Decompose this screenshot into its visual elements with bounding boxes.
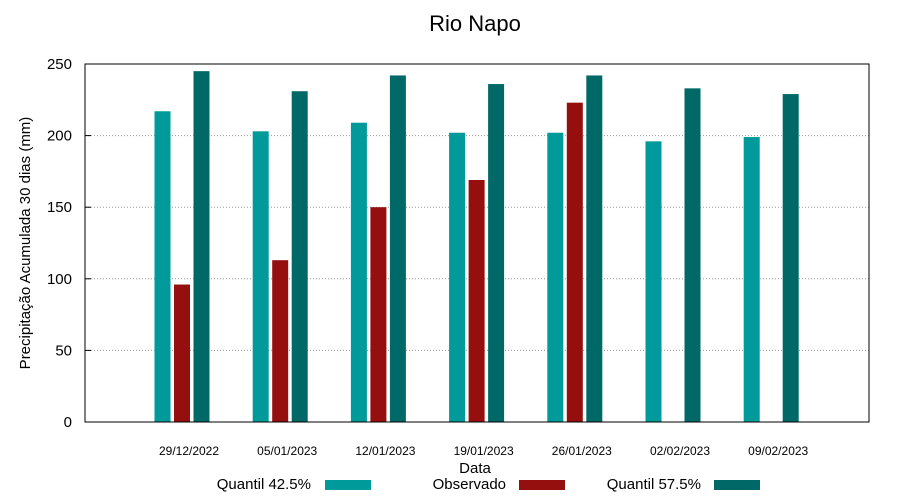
bar-quantil-42-5-4 <box>547 132 564 422</box>
bar-quantil-57-5-6 <box>782 94 799 423</box>
x-tick-label: 29/12/2022 <box>159 444 219 458</box>
legend-label-observado: Observado <box>433 476 506 493</box>
x-tick-label: 12/01/2023 <box>355 444 415 458</box>
legend-label-quantil-57-5: Quantil 57.5% <box>607 476 701 493</box>
bar-observado-0 <box>174 284 190 422</box>
x-tick-label: 09/02/2023 <box>748 444 808 458</box>
bar-observado-3 <box>468 179 485 422</box>
x-axis-label: Data <box>459 460 491 477</box>
legend-swatch-quantil-57-5 <box>714 480 760 490</box>
bars <box>154 71 799 423</box>
bar-observado-2 <box>370 207 387 422</box>
y-tick-labels: 0 50 100 150 200 250 <box>47 56 91 431</box>
bar-observado-1 <box>272 260 289 422</box>
bar-quantil-57-5-1 <box>291 91 308 422</box>
y-tick-label: 0 <box>64 414 72 431</box>
bar-quantil-57-5-2 <box>389 75 406 423</box>
y-tick-label: 200 <box>47 128 72 145</box>
y-axis-label: Precipitação Acumulada 30 dias (mm) <box>17 117 34 370</box>
legend-label-quantil-42-5: Quantil 42.5% <box>217 476 311 493</box>
bar-quantil-57-5-5 <box>684 88 701 423</box>
x-tick-label: 19/01/2023 <box>454 444 514 458</box>
x-tick-labels: 29/12/2022 05/01/2023 12/01/2023 19/01/2023… <box>159 444 809 458</box>
legend: Quantil 42.5% Observado Quantil 57.5% <box>217 476 760 493</box>
bar-quantil-42-5-0 <box>154 111 171 423</box>
plot-frame <box>84 63 870 423</box>
bar-quantil-42-5-3 <box>449 132 466 422</box>
y-tick-label: 50 <box>55 342 72 359</box>
y-tick-label: 100 <box>47 271 72 288</box>
x-tick-label: 05/01/2023 <box>257 444 317 458</box>
bar-quantil-57-5-4 <box>586 75 603 423</box>
bar-observado-4 <box>566 102 583 422</box>
y-tick-label: 250 <box>47 56 72 73</box>
bar-quantil-57-5-3 <box>488 84 505 422</box>
bar-quantil-42-5-6 <box>743 137 760 423</box>
x-tick-label: 02/02/2023 <box>650 444 710 458</box>
legend-swatch-quantil-42-5 <box>325 480 371 490</box>
bar-quantil-42-5-1 <box>252 131 269 422</box>
legend-swatch-observado <box>519 480 565 490</box>
chart-title: Rio Napo <box>429 11 521 36</box>
bar-quantil-42-5-2 <box>350 122 367 422</box>
y-tick-label: 150 <box>47 199 72 216</box>
x-tick-label: 26/01/2023 <box>552 444 612 458</box>
bar-quantil-42-5-5 <box>645 141 662 422</box>
bar-quantil-57-5-0 <box>193 71 210 422</box>
